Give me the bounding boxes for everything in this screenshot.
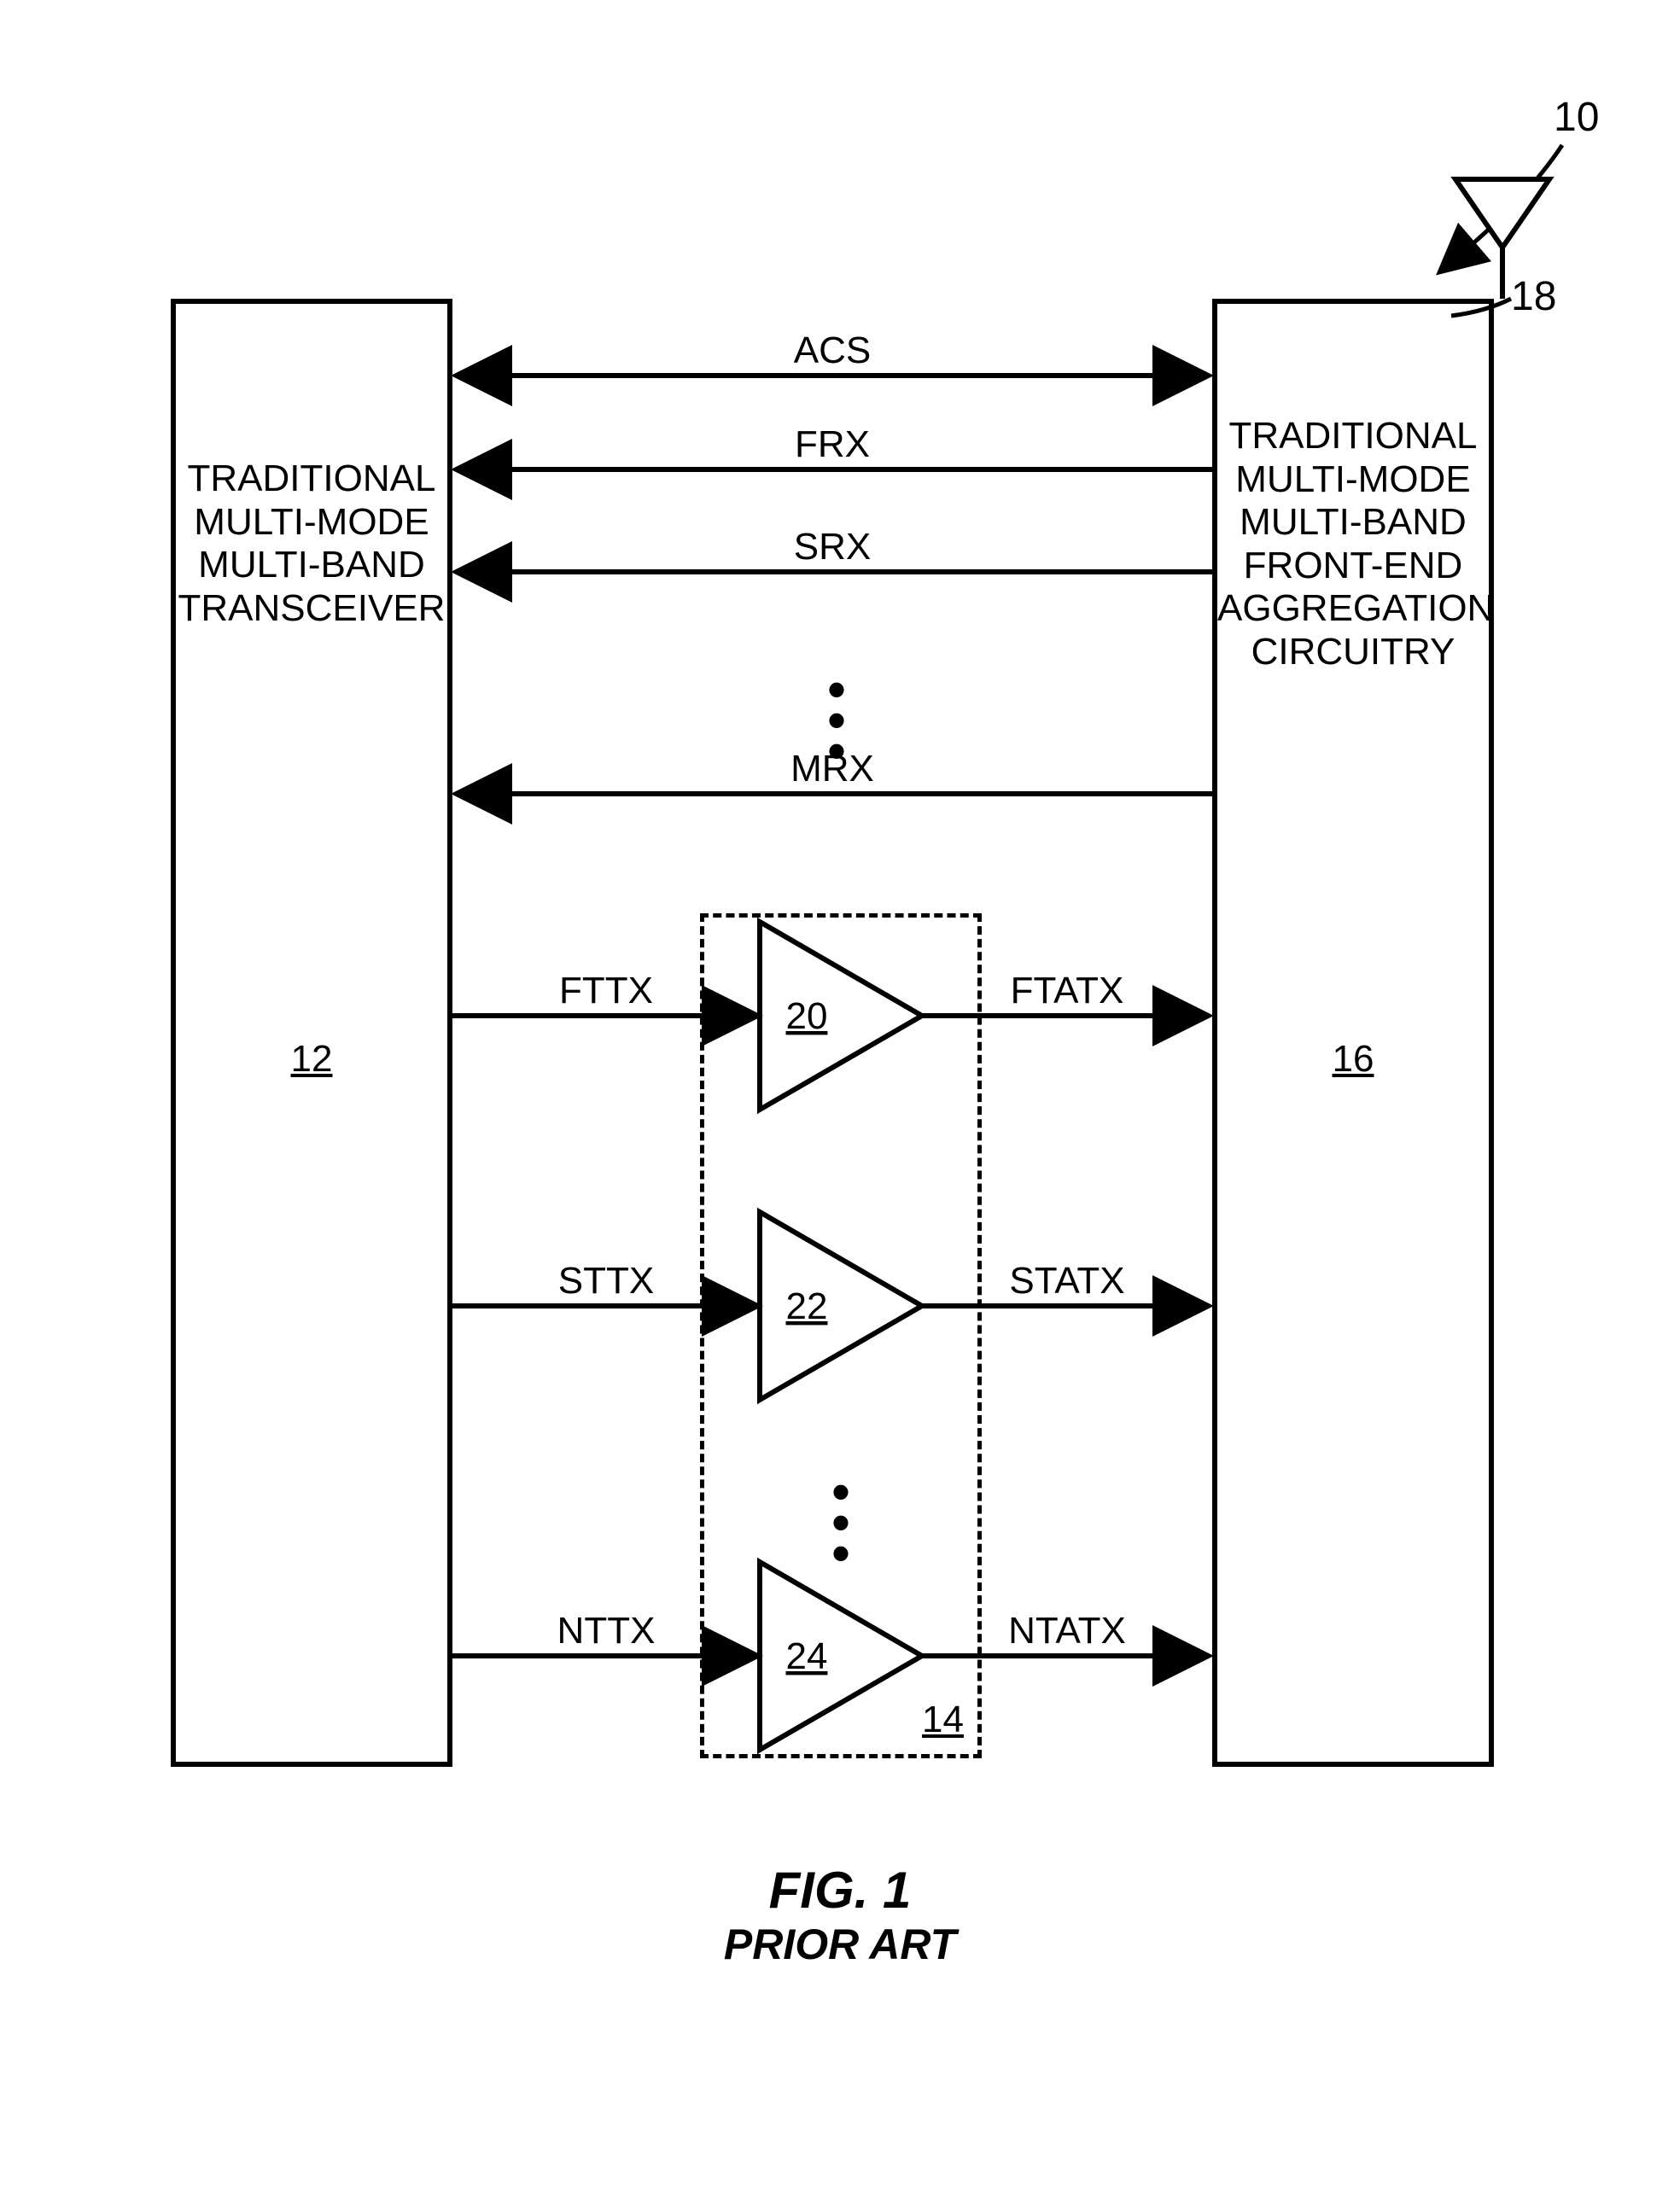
tx-ellipsis: ••• bbox=[815, 1477, 866, 1569]
signal-label: FTTX bbox=[521, 970, 691, 1012]
figure-caption: FIG. 1 PRIOR ART bbox=[0, 1861, 1680, 1969]
signal-label: STATX bbox=[982, 1260, 1152, 1303]
diagram: TRADITIONALMULTI-MODEMULTI-BANDTRANSCEIV… bbox=[171, 299, 1494, 1767]
svg-text:24: 24 bbox=[786, 1635, 828, 1677]
signal-label: FTATX bbox=[982, 970, 1152, 1012]
signal-label: NTATX bbox=[982, 1610, 1152, 1652]
signal-label: NTTX bbox=[521, 1610, 691, 1652]
figure-subtitle: PRIOR ART bbox=[0, 1920, 1680, 1969]
signal-label: SRX bbox=[747, 526, 918, 568]
signal-label: STTX bbox=[521, 1260, 691, 1303]
antenna-ref-leader bbox=[0, 0, 1680, 427]
rx-ellipsis: ••• bbox=[811, 674, 862, 766]
svg-text:20: 20 bbox=[786, 995, 828, 1037]
svg-text:22: 22 bbox=[786, 1285, 828, 1327]
figure-title: FIG. 1 bbox=[0, 1861, 1680, 1920]
signal-label: FRX bbox=[747, 423, 918, 466]
page: 10 TRADITIONALMULTI-MODEMULTI-BANDTRANSC… bbox=[0, 0, 1680, 2203]
